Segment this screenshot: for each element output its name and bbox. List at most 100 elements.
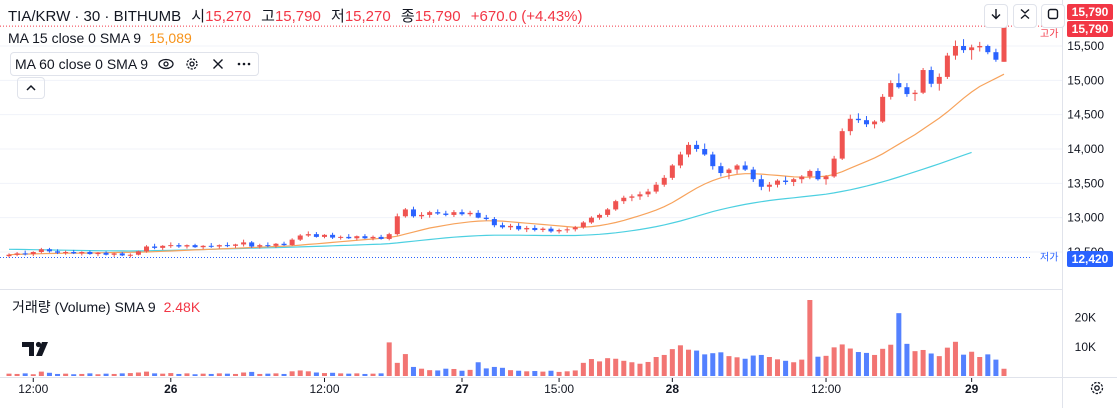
candle[interactable]	[184, 244, 190, 249]
candle[interactable]	[564, 227, 570, 233]
candle[interactable]	[483, 214, 489, 221]
candle[interactable]	[977, 41, 983, 52]
candle[interactable]	[338, 235, 344, 240]
candle[interactable]	[613, 199, 619, 211]
candle[interactable]	[653, 181, 659, 194]
candle[interactable]	[362, 234, 368, 239]
candle[interactable]	[928, 66, 934, 88]
collapse-pane-button[interactable]	[1013, 4, 1037, 28]
gear-icon[interactable]	[184, 56, 200, 72]
eye-icon[interactable]	[158, 56, 174, 72]
candle[interactable]	[14, 252, 20, 257]
candle[interactable]	[815, 168, 821, 181]
candle[interactable]	[629, 194, 635, 202]
candle[interactable]	[734, 164, 740, 174]
candle[interactable]	[30, 251, 36, 257]
candle[interactable]	[508, 223, 514, 231]
candle[interactable]	[46, 247, 52, 253]
candle[interactable]	[208, 243, 214, 248]
candle[interactable]	[904, 83, 910, 97]
candle[interactable]	[200, 245, 206, 250]
candle[interactable]	[22, 250, 28, 256]
candle[interactable]	[499, 222, 505, 229]
candle[interactable]	[783, 176, 789, 185]
candle[interactable]	[378, 234, 384, 240]
candle[interactable]	[305, 231, 311, 237]
candle[interactable]	[79, 251, 85, 256]
candle[interactable]	[580, 221, 586, 229]
candle[interactable]	[969, 44, 975, 60]
candle[interactable]	[216, 244, 222, 249]
candle[interactable]	[823, 175, 829, 185]
candle[interactable]	[645, 188, 651, 198]
candle[interactable]	[637, 191, 643, 200]
candle[interactable]	[321, 234, 327, 239]
candle[interactable]	[516, 223, 522, 231]
candle[interactable]	[249, 241, 255, 248]
candle[interactable]	[224, 242, 230, 248]
candle[interactable]	[265, 242, 271, 248]
candle[interactable]	[297, 234, 303, 242]
candle[interactable]	[160, 245, 166, 250]
candle[interactable]	[152, 243, 158, 250]
ma15-line[interactable]	[8, 73, 1005, 256]
candle[interactable]	[863, 116, 869, 128]
candle[interactable]	[694, 140, 700, 152]
close-icon[interactable]	[210, 56, 226, 72]
candle[interactable]	[702, 143, 708, 156]
candle[interactable]	[281, 241, 287, 246]
candle[interactable]	[686, 142, 692, 158]
maximize-pane-button[interactable]	[1041, 4, 1065, 28]
candle[interactable]	[532, 225, 538, 232]
symbol-name[interactable]: TIA/KRW · 30 · BITHUMB	[8, 8, 182, 25]
candle[interactable]	[896, 73, 902, 89]
candle[interactable]	[872, 120, 878, 129]
candle[interactable]	[410, 206, 416, 218]
candle[interactable]	[443, 210, 449, 217]
candle[interactable]	[313, 232, 319, 238]
candle[interactable]	[669, 164, 675, 180]
candle[interactable]	[524, 225, 530, 233]
candle[interactable]	[912, 89, 918, 101]
candle[interactable]	[192, 243, 198, 248]
volume-legend[interactable]: 거래량 (Volume) SMA 9 2.48K	[12, 297, 200, 317]
candle[interactable]	[791, 177, 797, 187]
candle[interactable]	[799, 175, 805, 184]
candle[interactable]	[346, 234, 352, 239]
candle[interactable]	[330, 232, 336, 239]
candle[interactable]	[6, 253, 12, 258]
candle[interactable]	[127, 253, 133, 258]
candle[interactable]	[1001, 26, 1007, 62]
tradingview-logo[interactable]	[20, 338, 54, 360]
candle[interactable]	[888, 80, 894, 100]
candle[interactable]	[257, 243, 263, 249]
candle[interactable]	[677, 151, 683, 169]
candle[interactable]	[774, 179, 781, 188]
candle[interactable]	[427, 210, 433, 218]
candle[interactable]	[572, 225, 578, 232]
ma60-line[interactable]	[8, 151, 972, 252]
candle[interactable]	[135, 250, 141, 256]
candle[interactable]	[985, 44, 991, 55]
candle[interactable]	[394, 213, 400, 236]
candle[interactable]	[370, 235, 376, 241]
candle[interactable]	[38, 247, 44, 254]
candle[interactable]	[87, 250, 93, 255]
candle[interactable]	[144, 245, 150, 253]
candle[interactable]	[168, 242, 174, 248]
candle[interactable]	[855, 113, 861, 123]
candle[interactable]	[354, 235, 360, 241]
candle[interactable]	[718, 162, 724, 177]
candle[interactable]	[831, 155, 837, 178]
candle[interactable]	[952, 40, 958, 60]
candle[interactable]	[920, 67, 926, 95]
candle[interactable]	[402, 208, 408, 218]
candle[interactable]	[103, 251, 109, 256]
candle[interactable]	[289, 238, 295, 246]
candle[interactable]	[839, 128, 845, 160]
candle[interactable]	[742, 161, 748, 171]
candle[interactable]	[710, 151, 716, 170]
candle[interactable]	[993, 48, 999, 62]
candle[interactable]	[451, 210, 457, 217]
candle[interactable]	[548, 226, 554, 233]
